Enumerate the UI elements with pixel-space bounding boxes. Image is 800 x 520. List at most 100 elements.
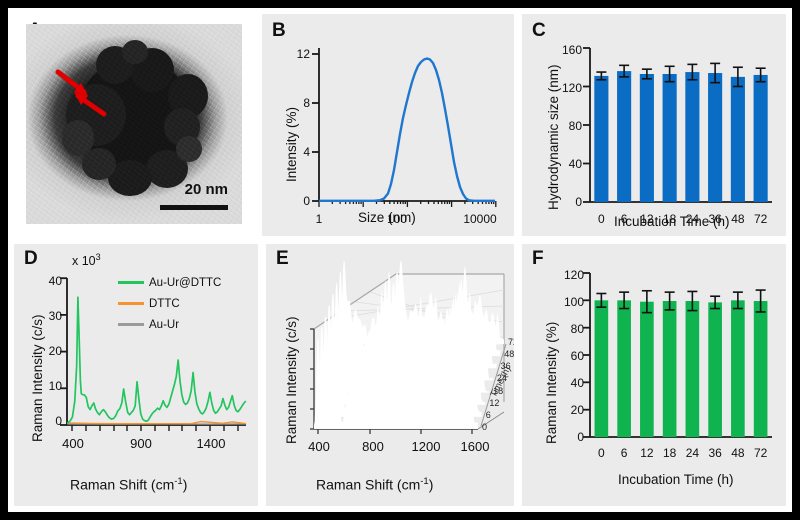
panel-c-ytick-40: 40 (568, 157, 582, 171)
legend-swatch-au-ur-dttc (118, 281, 144, 284)
bar (640, 301, 654, 437)
bar (708, 73, 723, 203)
bar (753, 74, 768, 202)
panel-f-ytick-40: 40 (570, 376, 584, 390)
panel-c-ytick-80: 80 (568, 119, 582, 133)
panel-e-depth-tick: 0 (482, 422, 488, 432)
panel-a: A (14, 14, 254, 236)
bar (617, 71, 632, 202)
panel-c-xtick: 48 (731, 212, 745, 226)
panel-f-xtick: 12 (640, 446, 654, 460)
panel-b-ytick-12: 12 (296, 47, 310, 61)
bar (662, 73, 677, 202)
panel-e-depth-tick: 72 (508, 337, 514, 347)
legend-label-dttc: DTTC (149, 297, 180, 310)
panel-d-legend: Au-Ur@DTTC DTTC Au-Ur (118, 274, 221, 333)
panel-b-plot (312, 48, 497, 207)
panel-e-depth-tick: 48 (504, 349, 514, 360)
bar (685, 301, 700, 437)
panel-f-plot (583, 272, 772, 438)
bar (594, 75, 609, 202)
legend-label-au-ur: Au-Ur (149, 318, 180, 331)
panel-d-ytick-30: 30 (48, 309, 62, 323)
panel-f-ytick-100: 100 (563, 295, 584, 309)
panel-b: B Intensity (%) Size (nm) 12 8 4 0 1 100… (262, 14, 514, 236)
panel-b-ytick-0: 0 (303, 194, 310, 208)
scale-bar (160, 205, 228, 210)
bar (594, 300, 609, 437)
panel-d-ytick-0: 0 (55, 414, 62, 428)
legend-item-au-ur-dttc: Au-Ur@DTTC (118, 274, 221, 291)
tem-noise-texture (26, 24, 242, 224)
panel-f-xtick: 72 (753, 446, 768, 460)
panel-e-xtick-800: 800 (362, 439, 384, 454)
panel-e-depth-tick: 24 (496, 373, 507, 384)
panel-d-xtick-1400: 1400 (196, 436, 226, 451)
panel-d-xtick-400: 400 (62, 436, 84, 451)
panel-f-ytick-80: 80 (570, 322, 584, 336)
panel-e-xlabel-tail: ) (428, 476, 434, 493)
legend-swatch-au-ur (118, 323, 144, 326)
panel-e-depth-tick: 12 (489, 397, 500, 408)
panel-f-xtick: 0 (598, 446, 605, 460)
legend-swatch-dttc (118, 302, 144, 305)
panel-e-xlabel: Raman Shift (cm-1) (316, 476, 433, 493)
panel-b-ytick-4: 4 (303, 145, 310, 159)
scale-bar-label: 20 nm (184, 181, 228, 198)
panel-c-xtick: 18 (662, 212, 677, 226)
panel-c-plot (583, 47, 772, 203)
panel-f-label: F (532, 248, 544, 269)
panel-d-plot (60, 277, 247, 431)
panel-f-ytick-20: 20 (570, 403, 584, 417)
panel-d-xlabel-tail: ) (182, 476, 188, 493)
panel-c-xtick: 36 (708, 212, 722, 226)
panel-e-depth-tick: 6 (485, 409, 491, 420)
panel-f: F Raman Intensity (%) Incubation Time (h… (522, 244, 786, 506)
panel-f-xtick: 6 (620, 446, 628, 460)
panel-f-ytick-120: 120 (563, 268, 584, 282)
panel-f-ytick-60: 60 (570, 349, 584, 363)
panel-e-label: E (276, 248, 289, 269)
red-arrow-icon-2 (74, 92, 107, 117)
panel-d-ytick-20: 20 (48, 344, 62, 358)
panel-c: C Hydrodynamic size (nm) Incubation Time… (522, 14, 786, 236)
panel-c-xtick: 24 (685, 212, 700, 226)
panel-b-xtick-1: 1 (315, 212, 323, 226)
panel-b-xtick-10000: 10000 (463, 212, 497, 226)
bar (617, 300, 631, 437)
panel-e-xlabel-base: Raman Shift (cm (316, 476, 421, 493)
panel-d-exponent-base: x 10 (72, 254, 96, 269)
panel-f-xtick: 36 (708, 446, 722, 460)
panel-c-xtick: 0 (598, 212, 605, 226)
bar (639, 73, 654, 202)
panel-e-xlabel-sup: -1 (420, 476, 429, 487)
panel-c-xtick: 72 (753, 212, 768, 226)
panel-b-xtick-100: 100 (386, 212, 408, 226)
bar (708, 302, 722, 437)
red-arrow-icon-1 (55, 69, 88, 96)
panel-d-exponent-sup: 3 (95, 252, 101, 262)
panel-d-ytick-40: 40 (48, 274, 62, 288)
panel-b-ytick-8: 8 (303, 96, 310, 110)
panel-e-depth-tick: 18 (493, 385, 504, 396)
spectrum-au-ur-dttc (66, 296, 247, 424)
panel-d-xlabel: Raman Shift (cm-1) (70, 476, 187, 493)
panel-d-xtick-900: 900 (130, 436, 152, 451)
panel-d: D x 103 Raman Intensity (c/s) Raman Shif… (14, 244, 258, 506)
panel-c-xtick: 6 (620, 212, 628, 226)
bar (685, 72, 700, 202)
panel-d-label: D (24, 248, 38, 269)
panel-c-ytick-0: 0 (575, 195, 582, 209)
bar (662, 301, 677, 437)
panel-e: E Raman Intensity (c/s) Raman Shift (cm-… (266, 244, 514, 506)
panel-e-xtick-1200: 1200 (411, 439, 441, 454)
spectrum-dttc (67, 420, 247, 425)
panel-c-label: C (532, 20, 546, 41)
panel-f-xtick: 48 (731, 446, 745, 460)
panel-e-xtick-1600: 1600 (460, 439, 490, 454)
legend-item-dttc: DTTC (118, 295, 221, 312)
panel-d-ytick-10: 10 (48, 379, 62, 393)
legend-item-au-ur: Au-Ur (118, 316, 221, 333)
bar (730, 76, 745, 202)
